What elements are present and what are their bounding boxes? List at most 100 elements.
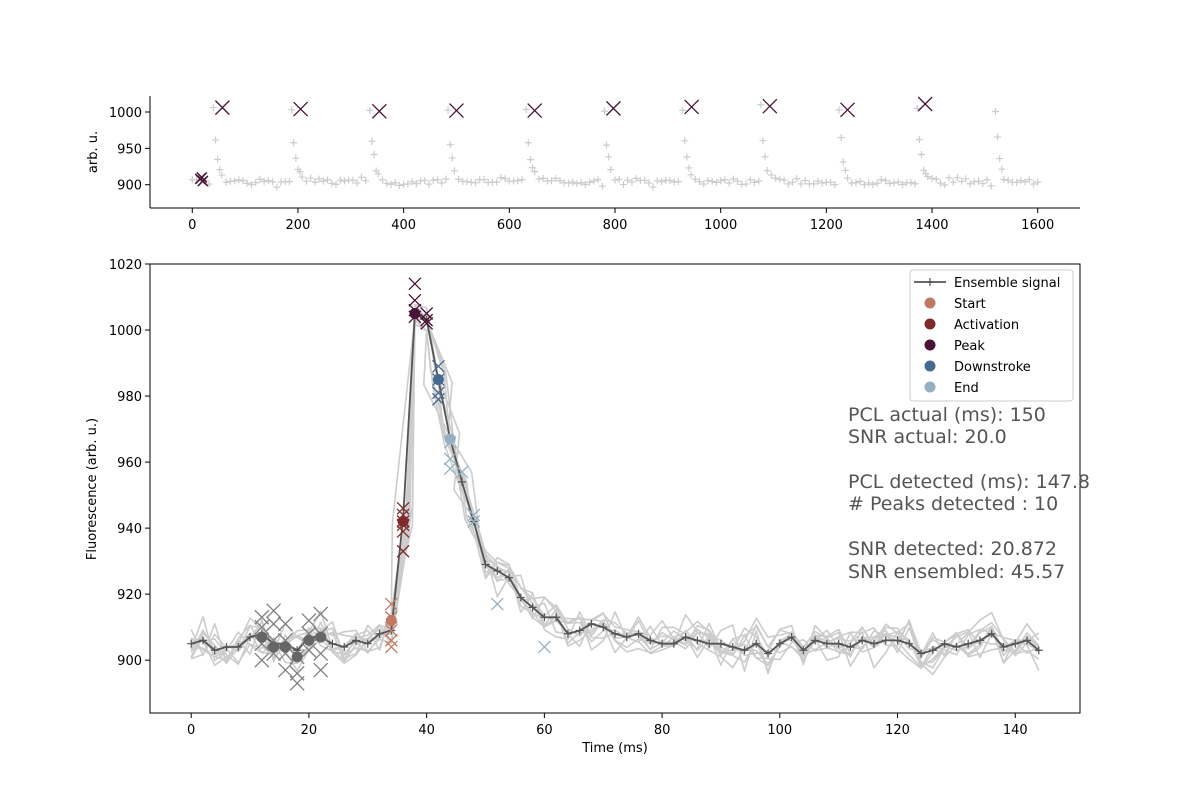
trace-point — [539, 174, 547, 182]
legend-label: End — [954, 381, 979, 396]
ensemble-point — [987, 629, 996, 638]
annotation-snr-detected: SNR detected: 20.872 — [848, 538, 1057, 560]
ensemble-point — [834, 639, 843, 648]
legend-dot-swatch — [924, 360, 936, 372]
trace-point — [761, 153, 769, 161]
trace-point — [886, 180, 894, 188]
baseline-marker — [266, 616, 282, 632]
trace-point — [685, 164, 693, 172]
trace-point — [691, 175, 699, 183]
end-marker — [490, 597, 504, 611]
trace-point — [674, 178, 682, 186]
y-tick-label: 1000 — [109, 324, 142, 339]
baseline-marker — [266, 603, 282, 619]
peak-marker — [293, 101, 309, 117]
feature-markers — [254, 277, 551, 691]
x-tick-label: 120 — [885, 723, 910, 738]
y-tick-label: 920 — [117, 588, 142, 603]
trace-point — [353, 179, 361, 187]
ensemble-point — [752, 639, 761, 648]
trace-point — [292, 154, 300, 162]
trace-point — [340, 177, 348, 185]
trace-point — [252, 179, 260, 187]
legend-dot-swatch — [924, 381, 936, 393]
legend-dot-swatch — [924, 297, 936, 309]
trace-point — [362, 177, 370, 185]
trace-point — [611, 176, 619, 184]
x-tick-label: 1600 — [1021, 218, 1054, 233]
trace-point — [681, 137, 689, 145]
trace-point — [915, 136, 923, 144]
trace-point — [835, 106, 843, 114]
ensemble-point — [187, 639, 196, 648]
ensemble-point — [799, 646, 808, 655]
ensemble-point — [646, 636, 655, 645]
trace-point — [448, 154, 456, 162]
trace-point — [324, 176, 332, 184]
trace-point — [624, 176, 632, 184]
end-marker — [467, 515, 481, 528]
ensemble-point — [658, 639, 667, 648]
ensemble-point — [669, 639, 678, 648]
trace-point — [658, 178, 665, 186]
end-marker — [467, 508, 481, 522]
trace-point — [890, 179, 898, 187]
trace-point — [395, 181, 403, 189]
start-marker — [384, 640, 398, 654]
ensemble-point — [246, 633, 255, 642]
trace-point — [628, 178, 636, 186]
trace-point — [391, 179, 399, 187]
trace-point — [412, 180, 420, 188]
trace-point — [937, 179, 944, 187]
downstroke-marker — [431, 359, 445, 373]
ensemble-point — [222, 642, 231, 651]
trace-point — [442, 175, 450, 183]
x-tick-label: 80 — [654, 723, 671, 738]
trace-point — [962, 175, 970, 183]
baseline-marker — [254, 652, 270, 668]
ensemble-point — [210, 646, 219, 655]
trace-point — [683, 153, 691, 161]
trace-point — [917, 151, 925, 159]
ensemble-point — [481, 560, 490, 569]
trace-point — [666, 177, 674, 185]
trace-point — [742, 180, 750, 188]
trace-point — [776, 175, 784, 183]
ensemble-point — [563, 629, 572, 638]
trace-point — [243, 179, 251, 187]
trace-point — [837, 134, 845, 142]
trace-point — [493, 178, 501, 186]
baseline-marker — [313, 606, 329, 622]
legend: Ensemble signal Start Activation Peak Downst… — [909, 269, 1074, 402]
trace-point — [784, 180, 792, 188]
trace-point — [1000, 176, 1008, 184]
trace-point — [679, 106, 687, 114]
stats-annotations: PCL actual (ms): 150 SNR actual: 20.0 PC… — [848, 404, 1090, 583]
trace-point — [349, 176, 357, 184]
trace-point — [600, 107, 608, 115]
trace-point — [1021, 178, 1029, 186]
trace-point — [856, 177, 864, 185]
peak-marker — [840, 102, 855, 118]
ensemble-point — [999, 642, 1008, 651]
trace-point — [218, 171, 226, 179]
legend-plus-swatch — [926, 278, 934, 286]
trace-point — [865, 179, 873, 187]
trace-point — [260, 177, 268, 185]
ensemble-point — [940, 639, 949, 648]
ensemble-point — [234, 642, 243, 651]
trace-point — [1013, 178, 1021, 186]
trace-point — [882, 177, 890, 185]
trace-point — [932, 175, 940, 183]
trace-point — [235, 176, 243, 184]
ensemble-point — [528, 603, 537, 612]
y-tick-label: 1000 — [109, 106, 142, 121]
trace-point — [941, 181, 949, 189]
trace-point — [302, 177, 310, 185]
trace-point — [565, 179, 572, 187]
baseline-dot — [303, 634, 315, 646]
main-plot-frame — [149, 263, 1081, 714]
top-panel: 0 200 400 600 800 1000 1200 1400 1600 900 950 1000… — [86, 96, 1080, 233]
trace-point — [581, 180, 589, 188]
trace-point — [818, 179, 826, 187]
